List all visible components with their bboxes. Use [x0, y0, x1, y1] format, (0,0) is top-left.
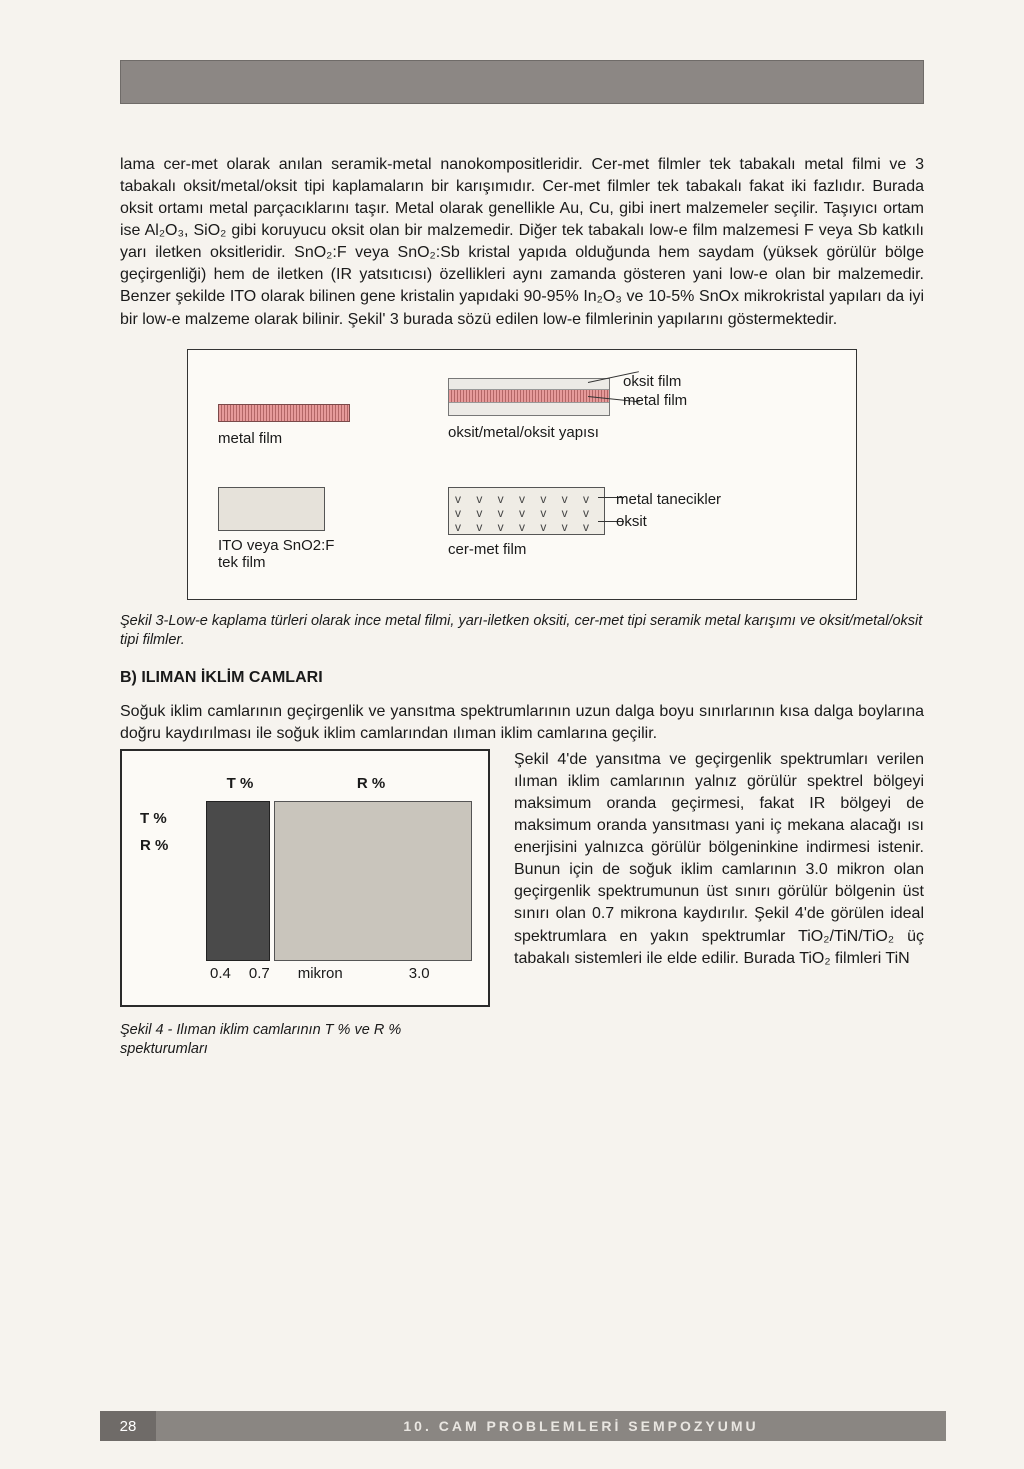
paragraph-3: Şekil 4'de yansıtma ve geçirgenlik spekt… — [514, 749, 924, 970]
omo-label-metal: metal film — [623, 391, 687, 411]
figure-4-chart: T % R % T % R % 0.4 0.7 mikron — [140, 773, 470, 991]
figure-4-caption: Şekil 4 - Ilıman iklim camlarının T % ve… — [120, 1021, 490, 1060]
omo-caption: oksit/metal/oksit yapısı — [448, 424, 599, 441]
footer-bar: 28 10. CAM PROBLEMLERİ SEMPOZYUMU — [100, 1411, 946, 1441]
figure-4-frame: T % R % T % R % 0.4 0.7 mikron — [120, 749, 490, 1007]
xtick-30: 3.0 — [409, 965, 430, 982]
paragraph-2: Soğuk iklim camlarının geçirgenlik ve ya… — [120, 701, 924, 745]
footer-title: 10. CAM PROBLEMLERİ SEMPOZYUMU — [216, 1418, 946, 1434]
header-bar — [120, 60, 924, 104]
page: lama cer-met olarak anılan seramik-metal… — [0, 0, 1024, 1469]
paragraph-1: lama cer-met olarak anılan seramik-metal… — [120, 154, 924, 331]
omo-stack: oksit film metal film — [448, 378, 610, 416]
figure-3-caption: Şekil 3-Low-e kaplama türleri olarak inc… — [120, 612, 924, 651]
chart-top-t: T % — [208, 775, 272, 792]
xtick-04: 0.4 — [210, 965, 231, 982]
chart-bar-t — [206, 801, 270, 961]
cermet-caption: cer-met film — [448, 541, 526, 558]
cermet-swatch-wrap: v v v v v v v v v v v v v v v v v v v v … — [448, 487, 605, 535]
page-number: 28 — [100, 1411, 156, 1441]
xtick-unit: mikron — [298, 965, 343, 982]
xtick-07: 0.7 — [249, 965, 270, 982]
cermet-label-oksit: oksit — [616, 511, 721, 534]
ito-swatch — [218, 487, 325, 531]
ito-label: ITO veya SnO2:F tek film — [218, 537, 334, 571]
cermet-label-metal: metal tanecikler — [616, 489, 721, 512]
figure-3-frame: metal film oksit film metal film — [187, 349, 857, 600]
chart-y-t: T % — [140, 805, 168, 832]
chart-y-r: R % — [140, 832, 168, 859]
metal-film-swatch — [218, 404, 350, 422]
chart-bar-r — [274, 801, 472, 961]
metal-film-label: metal film — [218, 430, 282, 447]
omo-label-oksit: oksit film — [623, 372, 687, 392]
section-b-heading: B) ILIMAN İKLİM CAMLARI — [120, 669, 924, 687]
chart-top-r: R % — [272, 775, 470, 792]
